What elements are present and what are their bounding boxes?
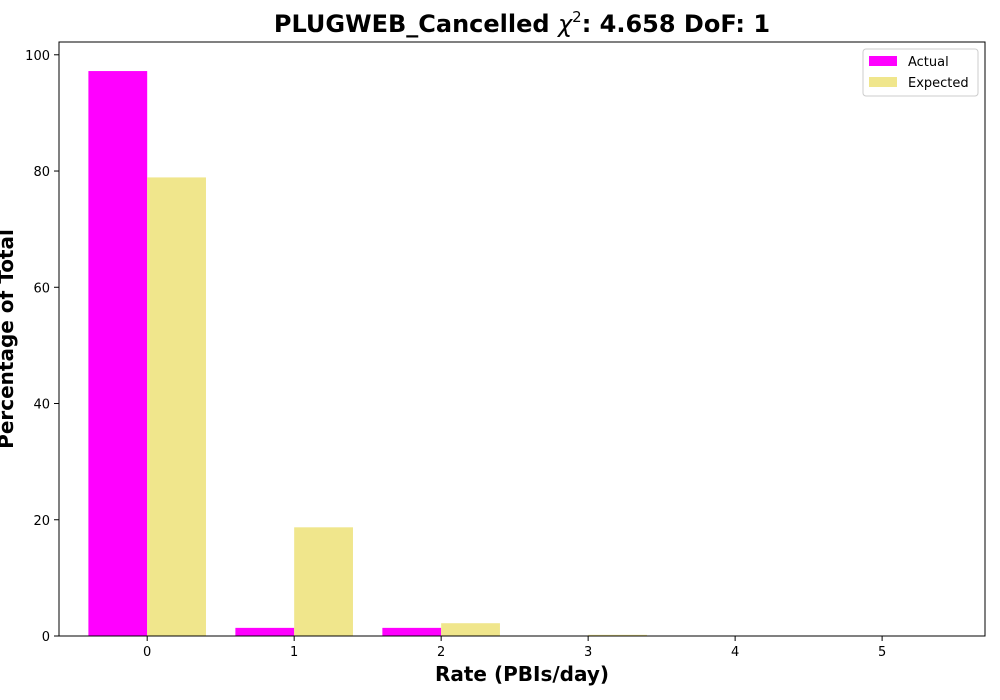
bar-expected-3 <box>588 634 647 636</box>
y-tick-label: 80 <box>33 165 50 180</box>
y-axis-label: Percentage of Total <box>0 229 18 449</box>
y-tick-label: 20 <box>33 514 50 529</box>
legend-swatch-expected <box>869 77 897 87</box>
x-tick-label: 4 <box>731 645 739 660</box>
legend-swatch-actual <box>869 56 897 66</box>
y-axis: 0 20 40 60 80 100 <box>25 49 59 645</box>
y-tick-label: 0 <box>42 630 50 645</box>
bar-actual-1 <box>235 627 295 636</box>
legend-label-expected: Expected <box>908 76 969 91</box>
plot-area <box>88 71 647 636</box>
y-tick-label: 60 <box>33 281 50 296</box>
bar-expected-2 <box>441 623 500 636</box>
x-tick-label: 3 <box>584 645 592 660</box>
chart-title: PLUGWEB_Cancelled χ2: 4.658 DoF: 1 <box>274 8 770 38</box>
x-axis: 0 1 2 3 4 5 <box>143 636 886 660</box>
x-tick-label: 2 <box>437 645 445 660</box>
bar-expected-1 <box>294 527 353 636</box>
bar-expected-0 <box>147 177 206 636</box>
x-tick-label: 1 <box>290 645 298 660</box>
y-tick-label: 40 <box>33 398 50 413</box>
legend-label-actual: Actual <box>908 55 949 70</box>
y-tick-label: 100 <box>25 49 50 64</box>
bar-actual-2 <box>382 627 442 636</box>
bar-actual-0 <box>88 71 148 636</box>
chart-title-chi: χ <box>556 10 573 38</box>
x-axis-label: Rate (PBIs/day) <box>435 662 609 686</box>
plot-frame <box>58 41 986 637</box>
legend: Actual Expected <box>862 48 979 97</box>
x-tick-label: 5 <box>878 645 886 660</box>
chart-title-superscript: 2 <box>572 8 582 26</box>
chart-title-rest: : 4.658 DoF: 1 <box>582 10 770 38</box>
x-tick-label: 0 <box>143 645 151 660</box>
chart-title-main: PLUGWEB_Cancelled <box>274 10 558 38</box>
